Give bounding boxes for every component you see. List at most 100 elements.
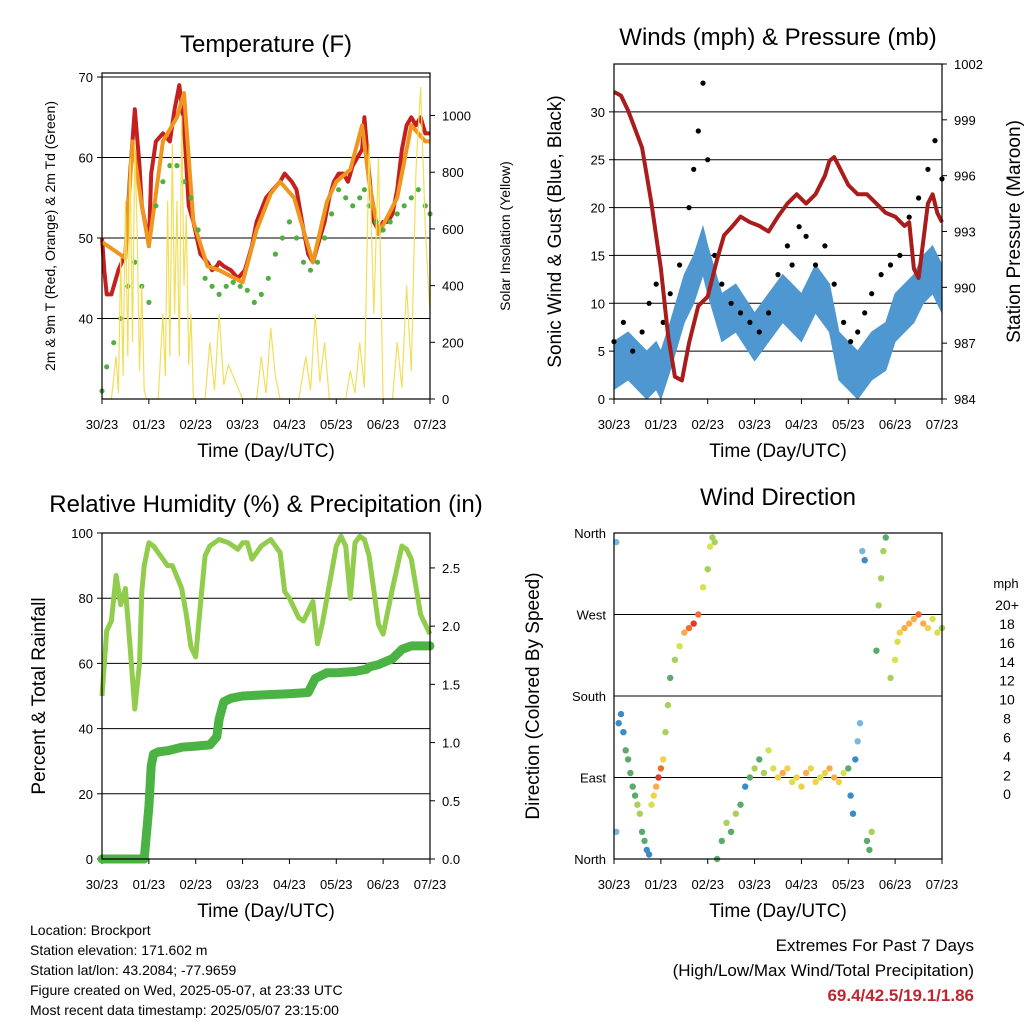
- series-point-gust: [686, 205, 692, 211]
- series-point-gust: [803, 233, 809, 239]
- x-tick-label: 30/23: [86, 877, 119, 892]
- series-point-gust: [841, 319, 847, 325]
- direction-point: [622, 747, 629, 754]
- series-point-dew: [258, 291, 264, 297]
- y-tick-label: 10: [591, 296, 605, 311]
- series-point-gust: [897, 252, 903, 258]
- direction-point: [760, 769, 768, 777]
- x-axis-label: Time (Day/UTC): [709, 901, 847, 922]
- direction-point: [629, 783, 636, 790]
- series-point-gust: [831, 281, 837, 287]
- x-tick-label: 01/23: [133, 417, 166, 432]
- series-point-dew: [401, 203, 407, 209]
- series-point-dew: [300, 259, 307, 265]
- x-tick-label: 07/23: [414, 417, 447, 432]
- series-point-gust: [695, 128, 701, 134]
- direction-point: [648, 801, 655, 808]
- series-point-dew: [408, 195, 414, 201]
- direction-point: [613, 538, 620, 546]
- x-tick-label: 04/23: [273, 417, 306, 432]
- direction-point: [835, 778, 843, 786]
- series-point-dew: [223, 283, 229, 289]
- y2-tick-label: 600: [442, 222, 464, 237]
- y-axis-label: Percent & Total Rainfall: [29, 597, 50, 794]
- x-tick-label: 04/23: [785, 877, 818, 892]
- direction-point: [718, 837, 725, 845]
- series-point-dew: [111, 340, 117, 346]
- direction-point: [845, 765, 852, 772]
- series-point-dew: [160, 179, 166, 185]
- series-point-dew: [307, 267, 314, 273]
- series-point-gust: [756, 329, 762, 335]
- direction-point: [896, 629, 903, 636]
- series-point-gust: [705, 157, 711, 163]
- direction-point: [802, 769, 810, 777]
- direction-point: [617, 710, 625, 718]
- colorbar-label: 18: [999, 616, 1015, 632]
- colorbar-label: 16: [999, 635, 1015, 651]
- y-tick-label: 60: [79, 656, 93, 671]
- y2-tick-label: 990: [954, 280, 976, 295]
- x-tick-label: 02/23: [691, 877, 724, 892]
- x-axis-label: Time (Day/UTC): [197, 901, 335, 922]
- series-line-temp9m: [100, 91, 430, 285]
- x-tick-label: 01/23: [133, 877, 166, 892]
- direction-point: [880, 547, 887, 555]
- y-tick-label: 100: [71, 526, 93, 541]
- colorbar-label: 0: [1003, 786, 1011, 802]
- y-tick-label: North: [574, 852, 606, 867]
- series-point-gust: [775, 272, 781, 278]
- series-point-gust: [925, 166, 931, 172]
- y2-tick-label: 1.5: [442, 677, 460, 692]
- direction-point: [653, 783, 660, 790]
- direction-point: [706, 543, 714, 550]
- series-point-dew: [265, 275, 271, 281]
- y-tick-label: West: [577, 608, 607, 623]
- panel-3: Relative Humidity (%) & Precipitation (i…: [29, 491, 483, 922]
- direction-point: [746, 774, 754, 781]
- direction-point: [856, 720, 864, 727]
- direction-point: [831, 774, 838, 781]
- y2-tick-label: 200: [442, 335, 464, 350]
- series-point-dew: [195, 227, 201, 233]
- plot-frame: [101, 532, 431, 860]
- figure-canvas: Temperature (F)4050607002004006008001000…: [29, 24, 1024, 922]
- series-point-dew: [202, 275, 208, 281]
- direction-point: [849, 810, 857, 817]
- series-point-dew: [146, 299, 152, 305]
- chart-title: Winds (mph) & Pressure (mb): [619, 24, 936, 51]
- series-point-gust: [932, 138, 938, 144]
- direction-point: [915, 611, 922, 618]
- x-tick-label: 04/23: [273, 877, 306, 892]
- direction-point: [774, 774, 782, 781]
- series-point-dew: [394, 211, 400, 217]
- direction-point: [765, 747, 772, 754]
- series-point-gust: [700, 80, 706, 86]
- series-point-gust: [646, 300, 652, 306]
- direction-point: [821, 769, 829, 777]
- direction-point: [662, 729, 669, 736]
- y-tick-label: 50: [79, 231, 93, 246]
- series-point-gust: [855, 329, 861, 335]
- y2-tick-label: 984: [954, 392, 976, 407]
- direction-point: [877, 575, 885, 582]
- series-point-gust: [906, 214, 912, 220]
- direction-point: [793, 774, 800, 781]
- y2-tick-label: 0.5: [442, 794, 460, 809]
- direction-point: [660, 756, 667, 763]
- series-line-rh: [99, 533, 433, 712]
- series-point-dew: [209, 283, 215, 289]
- x-tick-label: 05/23: [832, 417, 865, 432]
- y2-axis-label: Station Pressure (Maroon): [1004, 120, 1024, 343]
- direction-point: [671, 656, 679, 663]
- y-tick-label: 0: [86, 852, 93, 867]
- series-point-dew: [174, 163, 180, 169]
- y-tick-label: 80: [79, 591, 93, 606]
- x-tick-label: 03/23: [226, 877, 259, 892]
- y2-tick-label: 993: [954, 225, 976, 240]
- direction-point: [882, 534, 889, 541]
- direction-point: [636, 810, 643, 817]
- series-point-gust: [660, 319, 666, 325]
- series-point-gust: [784, 243, 791, 249]
- y-tick-label: 40: [79, 312, 93, 327]
